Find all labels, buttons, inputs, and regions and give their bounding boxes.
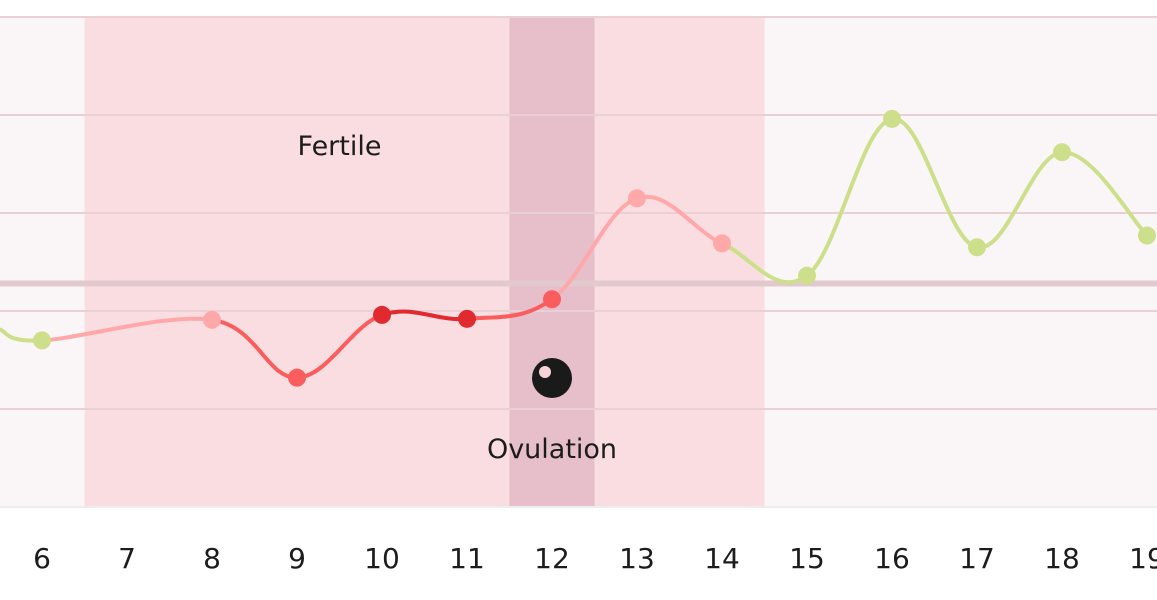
x-tick-label: 18: [1044, 542, 1080, 575]
ovulation-label: Ovulation: [487, 434, 617, 465]
fertile-band: [84, 17, 765, 507]
data-point-day-19: [1138, 226, 1156, 245]
data-point-day-14: [713, 234, 731, 253]
x-tick-label: 10: [364, 542, 400, 575]
x-tick-label: 13: [619, 542, 655, 575]
x-tick-label: 7: [118, 542, 136, 575]
ovulation-band: [509, 17, 595, 507]
series-line-segment: [40, 316, 214, 343]
x-tick-label: 9: [288, 542, 306, 575]
x-tick-label: 12: [534, 542, 570, 575]
x-tick-label: 19: [1129, 542, 1157, 575]
data-point-day-13: [628, 189, 646, 208]
x-tick-label: 17: [959, 542, 995, 575]
series-line-segment: [295, 312, 384, 380]
x-tick-label: 6: [33, 542, 51, 575]
series-line-segment: [550, 196, 639, 302]
data-point-day-9: [288, 368, 306, 387]
series-line-segment: [210, 317, 299, 380]
data-point-day-8: [203, 310, 221, 329]
x-tick-label: 14: [704, 542, 740, 575]
data-point-day-10: [373, 305, 391, 324]
data-point-day-6: [33, 331, 51, 350]
series-line-segment: [890, 116, 979, 250]
series-line-segment: [975, 150, 1064, 250]
series-line-segment: [805, 116, 894, 278]
x-tick-label: 8: [203, 542, 221, 575]
series-line-segment: [635, 194, 724, 246]
fertile-label: Fertile: [298, 131, 382, 162]
ovulation-icon-outer: [532, 358, 572, 398]
series-line-segment: [465, 297, 554, 321]
series-line-segment: [1060, 150, 1149, 238]
series-line-segment: [720, 241, 809, 285]
data-point-day-12: [543, 290, 561, 309]
data-point-day-17: [968, 238, 986, 257]
x-tick-label: 15: [789, 542, 825, 575]
ovulation-eye-icon: [532, 358, 572, 398]
x-tick-label: 11: [449, 542, 485, 575]
data-point-day-15: [798, 266, 816, 285]
data-point-day-18: [1053, 143, 1071, 162]
data-point-day-16: [883, 109, 901, 128]
data-point-day-11: [458, 309, 476, 328]
x-tick-label: 16: [874, 542, 910, 575]
ovulation-icon-highlight: [539, 366, 551, 378]
